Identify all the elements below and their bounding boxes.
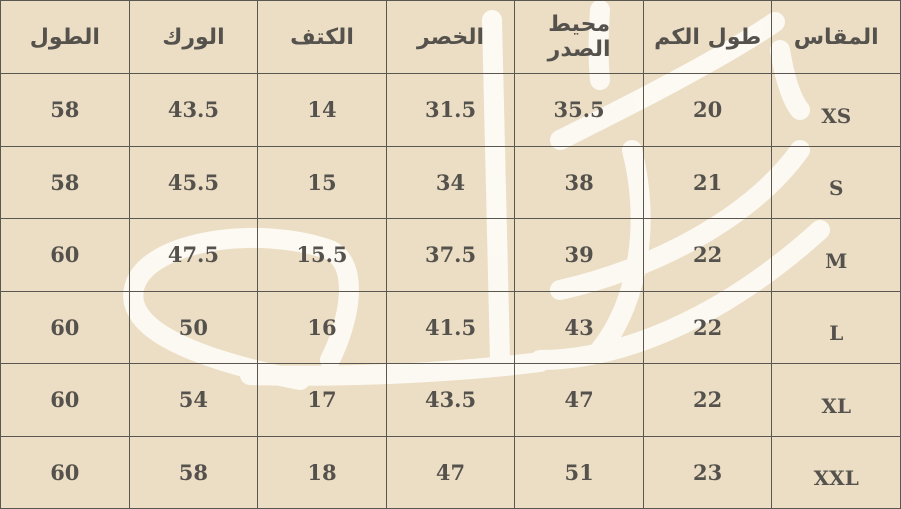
cell-size: XXL (771, 435, 901, 509)
cell-hip: 50 (128, 290, 259, 364)
table-row: XS 20 35.5 31.5 14 43.5 58 (0, 73, 901, 147)
cell-size: M (771, 218, 901, 292)
cell-size: XL (771, 363, 901, 437)
cell-sleeve-length: 22 (642, 290, 773, 364)
cell-shoulder: 15 (257, 145, 387, 219)
cell-hip: 54 (128, 363, 259, 437)
table-row: M 22 39 37.5 15.5 47.5 60 (0, 218, 901, 292)
cell-waist: 43.5 (385, 363, 516, 437)
cell-shoulder: 16 (257, 290, 387, 364)
cell-hip: 43.5 (128, 73, 259, 147)
header-row: المقاس طول الكم محيط الصدر الخصر الكتف ا… (0, 0, 901, 74)
cell-length: 60 (0, 435, 130, 509)
cell-waist: 34 (385, 145, 516, 219)
cell-chest: 38 (514, 145, 644, 219)
cell-chest: 43 (514, 290, 644, 364)
cell-length: 58 (0, 73, 130, 147)
table-row: XXL 23 51 47 18 58 60 (0, 435, 901, 509)
cell-sleeve-length: 20 (642, 73, 773, 147)
header-length: الطول (0, 0, 130, 74)
cell-size: XS (771, 73, 901, 147)
cell-chest: 47 (514, 363, 644, 437)
table-row: S 21 38 34 15 45.5 58 (0, 145, 901, 219)
cell-length: 60 (0, 218, 130, 292)
cell-waist: 37.5 (385, 218, 516, 292)
cell-sleeve-length: 21 (642, 145, 773, 219)
cell-size: S (771, 145, 901, 219)
cell-waist: 31.5 (385, 73, 516, 147)
table-row: XL 22 47 43.5 17 54 60 (0, 363, 901, 437)
cell-chest: 39 (514, 218, 644, 292)
cell-hip: 47.5 (128, 218, 259, 292)
table-row: L 22 43 41.5 16 50 60 (0, 290, 901, 364)
cell-sleeve-length: 22 (642, 363, 773, 437)
header-chest: محيط الصدر (514, 0, 644, 74)
cell-waist: 41.5 (385, 290, 516, 364)
cell-shoulder: 14 (257, 73, 387, 147)
cell-hip: 45.5 (128, 145, 259, 219)
header-hip: الورك (128, 0, 259, 74)
cell-length: 60 (0, 290, 130, 364)
cell-waist: 47 (385, 435, 516, 509)
cell-chest: 35.5 (514, 73, 644, 147)
cell-shoulder: 17 (257, 363, 387, 437)
cell-length: 58 (0, 145, 130, 219)
header-shoulder: الكتف (257, 0, 387, 74)
cell-sleeve-length: 23 (642, 435, 773, 509)
cell-length: 60 (0, 363, 130, 437)
cell-shoulder: 18 (257, 435, 387, 509)
header-size: المقاس (771, 0, 901, 74)
cell-size: L (771, 290, 901, 364)
cell-sleeve-length: 22 (642, 218, 773, 292)
cell-hip: 58 (128, 435, 259, 509)
cell-chest: 51 (514, 435, 644, 509)
cell-shoulder: 15.5 (257, 218, 387, 292)
header-sleeve-length: طول الكم (642, 0, 773, 74)
header-waist: الخصر (385, 0, 516, 74)
